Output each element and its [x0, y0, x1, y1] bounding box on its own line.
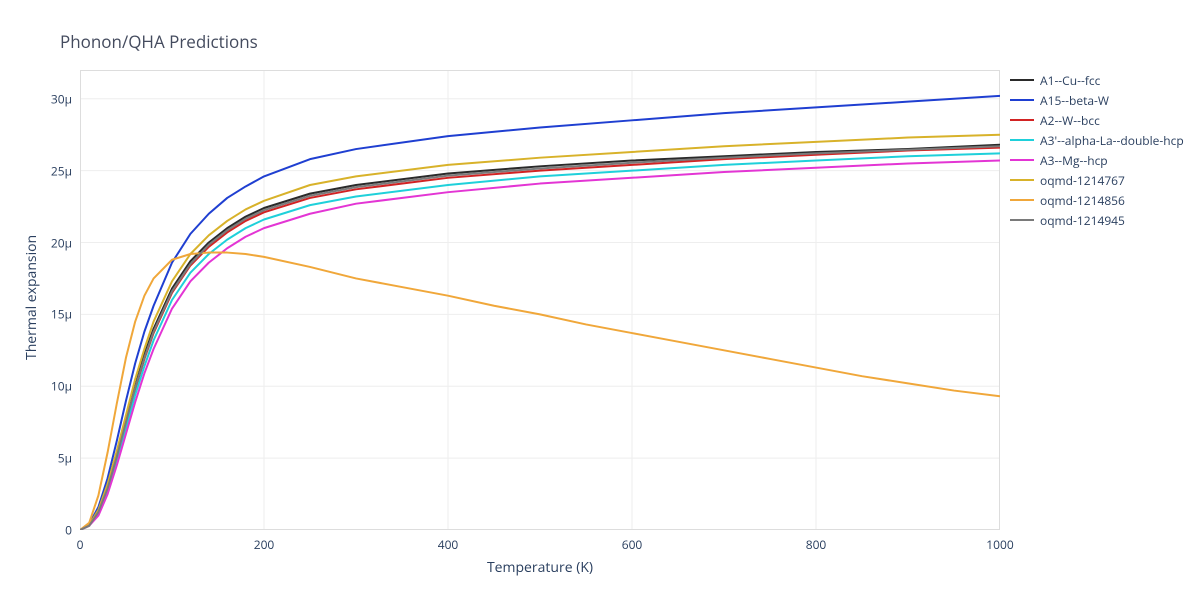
x-tick-label: 1000: [986, 536, 1013, 553]
legend-item[interactable]: A3'--alpha-La--double-hcp: [1010, 130, 1184, 150]
legend-label: A1--Cu--fcc: [1040, 72, 1100, 89]
x-tick-label: 400: [438, 536, 459, 553]
x-tick-label: 0: [77, 536, 84, 553]
legend-item[interactable]: A3--Mg--hcp: [1010, 150, 1184, 170]
x-axis-label: Temperature (K): [487, 558, 593, 577]
legend-label: A3--Mg--hcp: [1040, 152, 1108, 169]
legend-label: oqmd-1214856: [1040, 192, 1125, 209]
y-tick-label: 5μ: [58, 450, 72, 467]
y-tick-label: 0: [65, 522, 72, 539]
legend-swatch: [1010, 119, 1034, 121]
legend-label: oqmd-1214767: [1040, 172, 1125, 189]
y-tick-label: 30μ: [51, 90, 72, 107]
legend-swatch: [1010, 219, 1034, 221]
y-tick-label: 10μ: [51, 378, 72, 395]
legend-item[interactable]: A1--Cu--fcc: [1010, 70, 1184, 90]
legend-item[interactable]: oqmd-1214856: [1010, 190, 1184, 210]
legend-label: A2--W--bcc: [1040, 112, 1100, 129]
x-tick-label: 200: [254, 536, 275, 553]
legend-item[interactable]: oqmd-1214945: [1010, 210, 1184, 230]
chart-root: Phonon/QHA Predictions Thermal expansion…: [0, 0, 1200, 600]
y-tick-label: 25μ: [51, 162, 72, 179]
legend-swatch: [1010, 99, 1034, 101]
legend-label: oqmd-1214945: [1040, 212, 1125, 229]
legend-label: A3'--alpha-La--double-hcp: [1040, 132, 1184, 149]
x-tick-label: 600: [622, 536, 643, 553]
x-tick-label: 800: [806, 536, 827, 553]
legend-item[interactable]: A2--W--bcc: [1010, 110, 1184, 130]
legend: A1--Cu--fcc A15--beta-W A2--W--bcc A3'--alp…: [1010, 70, 1184, 230]
y-axis-label: Thermal expansion: [22, 235, 41, 360]
legend-swatch: [1010, 179, 1034, 181]
y-tick-label: 20μ: [51, 234, 72, 251]
legend-item[interactable]: A15--beta-W: [1010, 90, 1184, 110]
legend-swatch: [1010, 139, 1034, 141]
chart-title: Phonon/QHA Predictions: [60, 30, 258, 53]
legend-item[interactable]: oqmd-1214767: [1010, 170, 1184, 190]
legend-label: A15--beta-W: [1040, 92, 1109, 109]
y-tick-label: 15μ: [51, 306, 72, 323]
plot-area[interactable]: [80, 70, 1000, 530]
legend-swatch: [1010, 199, 1034, 201]
legend-swatch: [1010, 159, 1034, 161]
legend-swatch: [1010, 79, 1034, 81]
